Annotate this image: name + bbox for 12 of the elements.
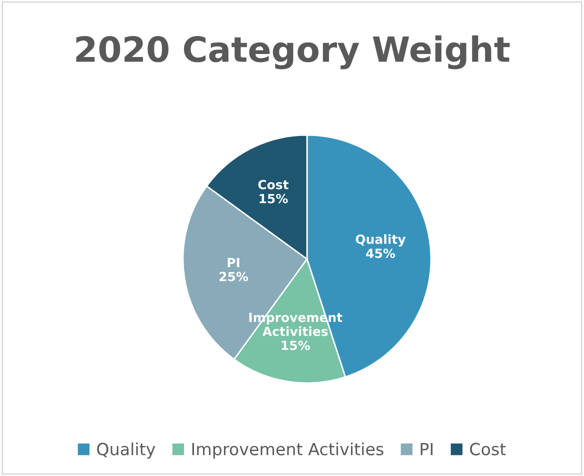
chart-title: 2020 Category Weight	[76, 35, 510, 70]
data-label: 25%	[220, 272, 248, 282]
legend-label: PI	[420, 443, 432, 456]
slice-label: Quality	[356, 234, 406, 246]
data-label: 45%	[366, 248, 396, 258]
legend-label: Quality	[97, 442, 156, 459]
legend-label: Cost	[470, 442, 506, 456]
slice-label: Cost	[258, 180, 289, 190]
slice-label: PI	[228, 258, 240, 268]
data-label: 15%	[260, 194, 288, 204]
legend-label: Improvement Activities	[192, 442, 384, 459]
data-label: 15%	[282, 340, 310, 350]
